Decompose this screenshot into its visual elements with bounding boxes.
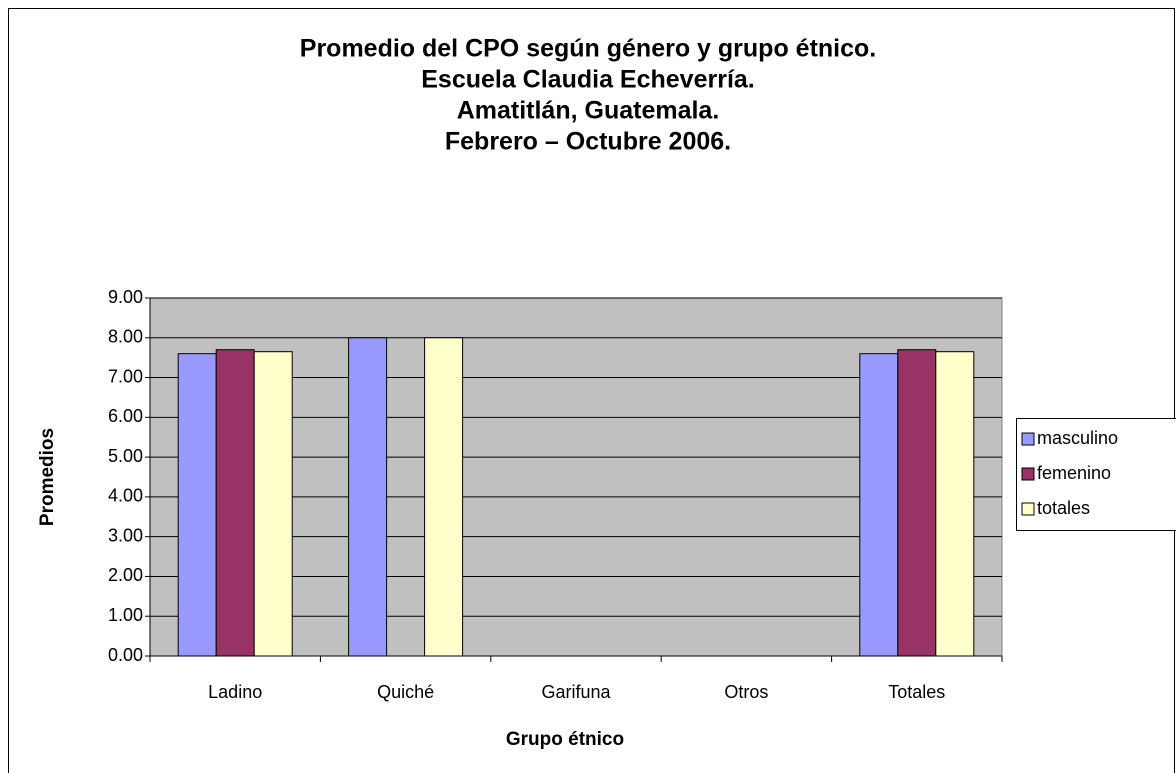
x-axis-title: Grupo étnico xyxy=(506,729,624,750)
chart-title: Promedio del CPO según género y grupo ét… xyxy=(300,35,876,63)
chart-title: Febrero – Octubre 2006. xyxy=(445,128,731,156)
legend-label: masculino xyxy=(1037,428,1118,448)
y-tick-label: 5.00 xyxy=(108,446,143,466)
y-tick-label: 2.00 xyxy=(108,565,143,585)
legend-swatch xyxy=(1021,432,1035,446)
bar xyxy=(215,349,255,657)
y-tick-label: 7.00 xyxy=(108,366,143,386)
y-tick-label: 3.00 xyxy=(108,525,143,545)
chart-title: Escuela Claudia Echeverría. xyxy=(421,66,755,94)
bar xyxy=(424,337,464,657)
bar xyxy=(348,337,388,657)
legend-label: totales xyxy=(1037,498,1090,518)
y-tick-label: 9.00 xyxy=(108,287,143,307)
bar xyxy=(177,353,217,657)
bar xyxy=(253,351,293,657)
y-tick-label: 6.00 xyxy=(108,406,143,426)
x-tick-label: Totales xyxy=(888,682,945,702)
legend-swatch xyxy=(1021,502,1035,516)
x-tick-label: Ladino xyxy=(208,682,262,702)
bar xyxy=(859,353,899,657)
y-tick-label: 8.00 xyxy=(108,327,143,347)
y-axis-title: Promedios xyxy=(37,428,58,526)
bar xyxy=(897,349,937,657)
y-tick-label: 4.00 xyxy=(108,486,143,506)
legend-label: femenino xyxy=(1037,463,1111,483)
chart-title: Amatitlán, Guatemala. xyxy=(457,97,720,125)
x-tick-label: Otros xyxy=(724,682,768,702)
legend-box xyxy=(1016,418,1176,531)
x-tick-label: Quiché xyxy=(377,682,434,702)
y-tick-label: 0.00 xyxy=(108,645,143,665)
y-tick-label: 1.00 xyxy=(108,605,143,625)
legend-swatch xyxy=(1021,467,1035,481)
bar xyxy=(935,351,975,657)
x-tick-label: Garifuna xyxy=(541,682,611,702)
